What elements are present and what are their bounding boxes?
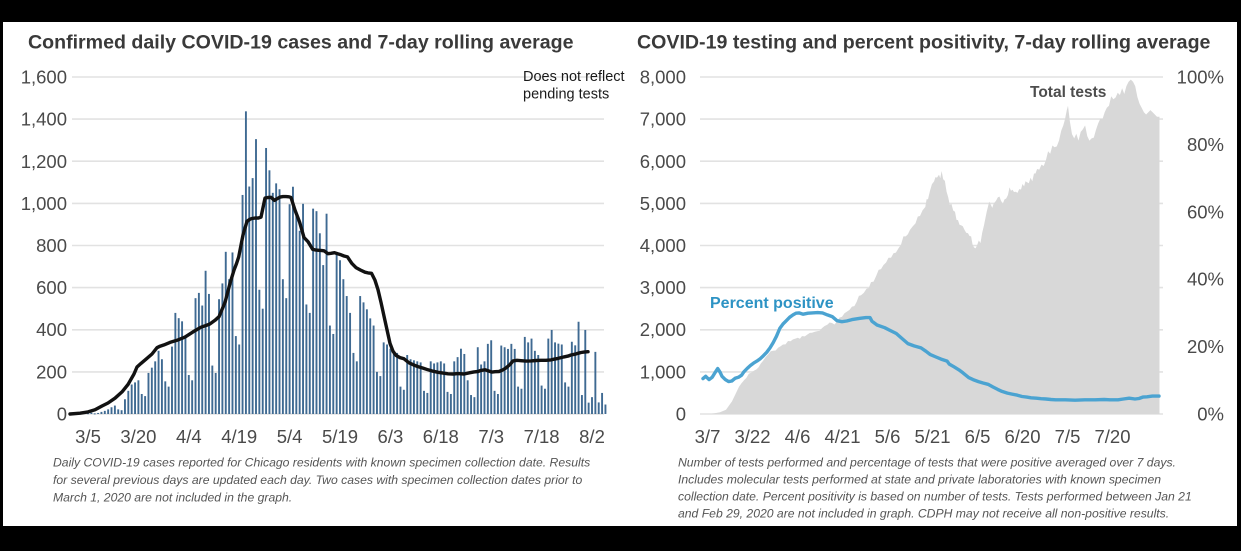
svg-text:7/20: 7/20: [1094, 426, 1130, 447]
svg-text:for several previous days are: for several previous days are updated ea…: [53, 473, 583, 487]
svg-text:Confirmed daily COVID-19 cases: Confirmed daily COVID-19 cases and 7-day…: [28, 32, 574, 54]
svg-text:COVID-19 testing and percent p: COVID-19 testing and percent positivity,…: [637, 32, 1211, 54]
svg-text:6/3: 6/3: [378, 426, 404, 447]
svg-text:and Feb 29, 2020 are not inclu: and Feb 29, 2020 are not included in gra…: [678, 507, 1169, 521]
svg-text:3/7: 3/7: [695, 426, 721, 447]
svg-text:80%: 80%: [1187, 134, 1224, 155]
svg-text:1,000: 1,000: [640, 361, 686, 382]
svg-text:3/22: 3/22: [734, 426, 770, 447]
svg-text:200: 200: [36, 361, 67, 382]
svg-text:2,000: 2,000: [640, 319, 686, 340]
svg-text:1,200: 1,200: [21, 151, 67, 172]
svg-text:pending tests: pending tests: [523, 87, 609, 103]
svg-text:3/20: 3/20: [120, 426, 156, 447]
svg-text:8,000: 8,000: [640, 67, 686, 88]
svg-text:collection date. Percent posit: collection date. Percent positivity is b…: [678, 490, 1192, 504]
svg-text:7/18: 7/18: [524, 426, 560, 447]
svg-text:5/21: 5/21: [914, 426, 950, 447]
svg-text:4/21: 4/21: [824, 426, 860, 447]
svg-text:1,000: 1,000: [21, 193, 67, 214]
svg-text:0: 0: [57, 404, 67, 425]
svg-text:4/6: 4/6: [785, 426, 811, 447]
svg-text:4/19: 4/19: [221, 426, 257, 447]
svg-text:400: 400: [36, 319, 67, 340]
svg-text:8/2: 8/2: [579, 426, 605, 447]
svg-text:0: 0: [676, 404, 686, 425]
svg-text:0%: 0%: [1197, 404, 1224, 425]
svg-text:Does not reflect: Does not reflect: [523, 69, 625, 85]
svg-text:6/18: 6/18: [423, 426, 459, 447]
svg-text:Includes molecular tests perfo: Includes molecular tests performed at st…: [678, 473, 1161, 487]
svg-text:1,600: 1,600: [21, 67, 67, 88]
svg-text:Percent positive: Percent positive: [710, 295, 834, 312]
svg-text:5/4: 5/4: [277, 426, 303, 447]
svg-text:6/20: 6/20: [1004, 426, 1040, 447]
svg-text:1,400: 1,400: [21, 109, 67, 130]
svg-text:60%: 60%: [1187, 201, 1224, 222]
svg-text:4/4: 4/4: [176, 426, 202, 447]
svg-text:7,000: 7,000: [640, 109, 686, 130]
svg-text:Number of tests performed and: Number of tests performed and percentage…: [678, 456, 1176, 470]
svg-text:5/6: 5/6: [875, 426, 901, 447]
svg-text:800: 800: [36, 235, 67, 256]
svg-text:Total tests: Total tests: [1030, 84, 1106, 101]
svg-text:100%: 100%: [1177, 67, 1224, 88]
svg-text:40%: 40%: [1187, 269, 1224, 290]
svg-text:3/5: 3/5: [75, 426, 101, 447]
svg-text:5/19: 5/19: [322, 426, 358, 447]
svg-text:5,000: 5,000: [640, 193, 686, 214]
svg-text:4,000: 4,000: [640, 235, 686, 256]
svg-text:20%: 20%: [1187, 336, 1224, 357]
svg-text:7/3: 7/3: [478, 426, 504, 447]
svg-text:March 1, 2020 are not included: March 1, 2020 are not included in the gr…: [53, 491, 292, 505]
svg-text:7/5: 7/5: [1055, 426, 1081, 447]
svg-text:6,000: 6,000: [640, 151, 686, 172]
svg-text:6/5: 6/5: [965, 426, 991, 447]
svg-text:600: 600: [36, 277, 67, 298]
svg-text:Daily COVID-19 cases reported: Daily COVID-19 cases reported for Chicag…: [53, 456, 590, 470]
svg-text:3,000: 3,000: [640, 277, 686, 298]
